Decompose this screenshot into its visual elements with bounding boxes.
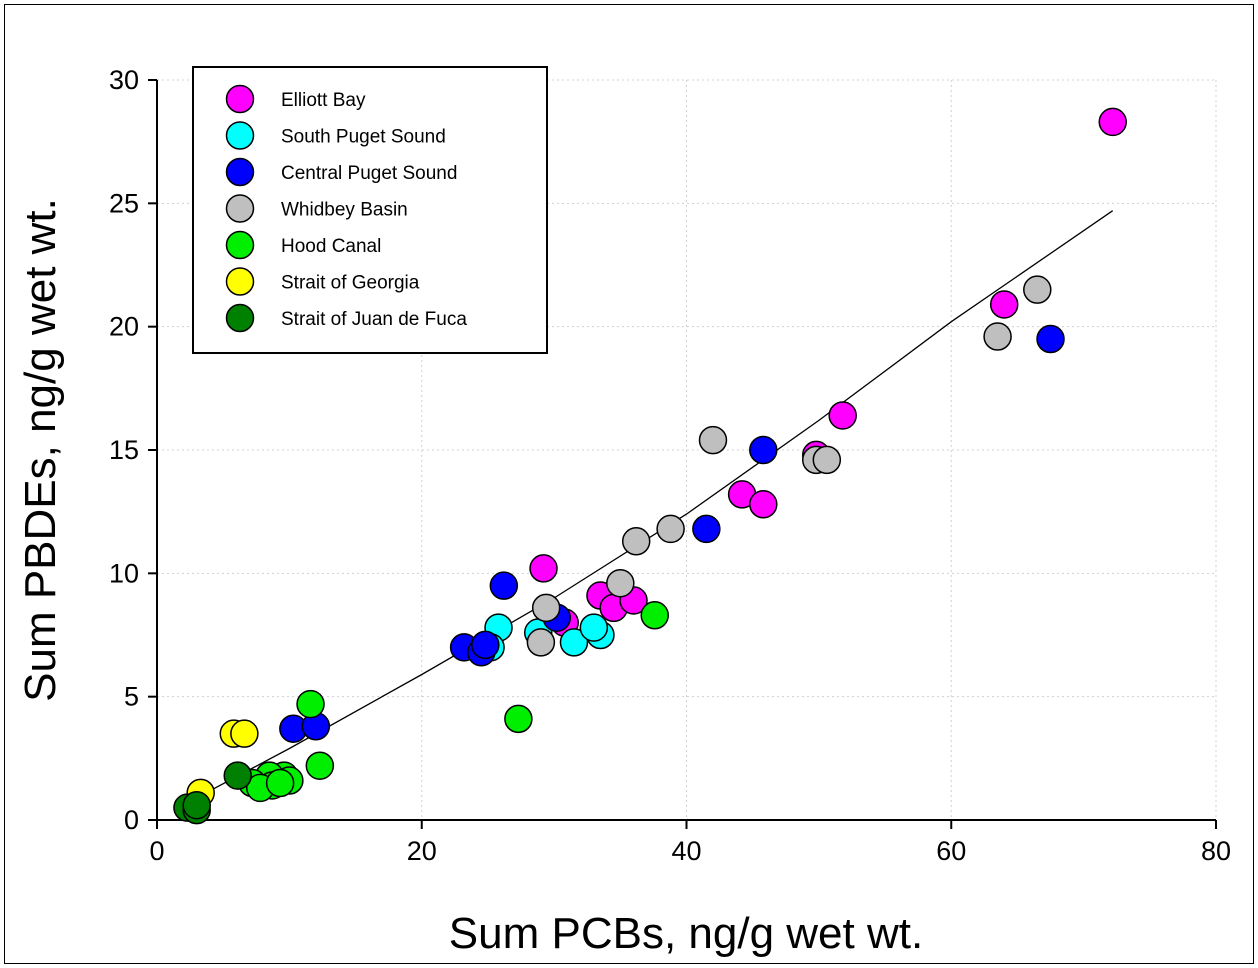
series-3 (526, 275, 1052, 657)
legend-marker (225, 157, 255, 187)
y-tick-label: 30 (109, 65, 139, 95)
legend-label: Strait of Juan de Fuca (281, 309, 467, 330)
data-point (828, 401, 857, 430)
data-point (182, 790, 211, 820)
data-point (305, 751, 335, 780)
legend-marker (225, 230, 255, 260)
legend: Elliott Bay South Puget Sound Central Puge… (192, 66, 548, 354)
y-tick-label: 5 (124, 682, 139, 712)
y-tick-label: 0 (124, 805, 139, 835)
axes (148, 79, 1217, 829)
y-axis-title: Sum PBDEs, ng/g wet wt. (16, 198, 65, 702)
data-point (812, 445, 842, 475)
data-point (749, 435, 778, 465)
data-point (296, 689, 325, 719)
data-point (640, 601, 669, 630)
data-point (656, 514, 685, 544)
legend-label: South Puget Sound (281, 127, 446, 148)
y-tick-label: 10 (109, 558, 139, 588)
data-point (749, 490, 778, 519)
data-point (698, 425, 728, 455)
data-point (692, 514, 721, 544)
tick-labels: 0 20 40 60 80 0 5 10 15 20 25 30 (109, 65, 1231, 866)
legend-label: Hood Canal (281, 236, 381, 257)
data-point (504, 704, 533, 734)
data-point (621, 527, 651, 556)
legend-marker (225, 121, 255, 150)
legend-label: Whidbey Basin (281, 200, 408, 221)
x-tick-label: 80 (1201, 836, 1231, 866)
series-6 (173, 761, 252, 825)
y-tick-label: 15 (109, 435, 139, 465)
y-tick-label: 20 (109, 312, 139, 342)
points-layer (173, 107, 1127, 825)
legend-marker (225, 267, 255, 296)
legend-label: Central Puget Sound (281, 163, 457, 184)
series-4 (238, 601, 669, 803)
data-point (265, 768, 295, 798)
data-point (529, 554, 558, 583)
data-point (471, 630, 500, 660)
x-axis-title: Sum PCBs, ng/g wet wt. (449, 909, 923, 958)
legend-label: Strait of Georgia (281, 273, 420, 294)
data-point (223, 761, 252, 790)
x-tick-label: 0 (149, 836, 164, 866)
legend-label: Elliott Bay (281, 90, 366, 111)
data-point (1023, 275, 1052, 304)
x-tick-label: 60 (936, 836, 966, 866)
data-point (1036, 324, 1065, 354)
data-point (531, 593, 561, 623)
data-point (559, 628, 589, 657)
data-point (579, 613, 609, 642)
data-point (983, 322, 1012, 351)
data-point (526, 628, 556, 657)
legend-marker (225, 84, 255, 114)
data-point (230, 719, 259, 748)
y-tick-label: 25 (109, 188, 139, 218)
data-point (606, 568, 635, 598)
legend-marker (225, 303, 255, 333)
x-tick-label: 20 (407, 836, 437, 866)
x-tick-label: 40 (671, 836, 701, 866)
data-point (989, 290, 1019, 319)
data-point (1098, 107, 1127, 137)
legend-marker (225, 194, 255, 223)
data-point (489, 571, 519, 600)
